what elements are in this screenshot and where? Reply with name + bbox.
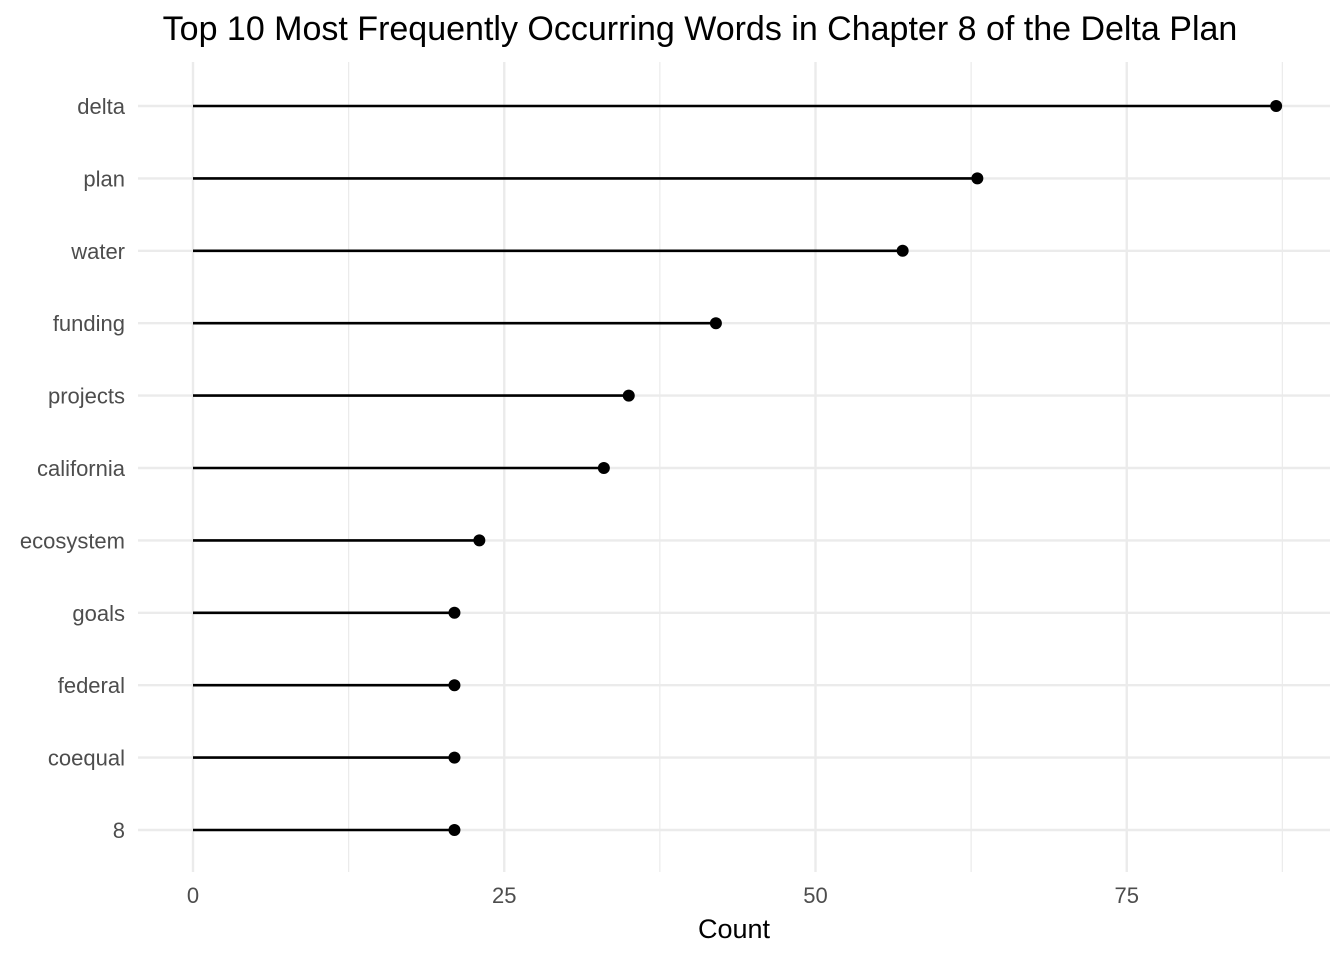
lollipop-point-projects — [622, 389, 635, 402]
x-tick-label: 75 — [1115, 883, 1139, 908]
y-axis-labels: delta plan water funding projects california e… — [20, 94, 126, 843]
x-tick-label: 50 — [803, 883, 827, 908]
category-label-goals: goals — [72, 601, 125, 626]
lollipop-point-water — [896, 244, 909, 257]
lollipop-point-coequal — [448, 751, 461, 764]
lollipop-point-plan — [971, 172, 984, 185]
lollipop-point-funding — [709, 317, 722, 330]
plot-marks — [193, 100, 1283, 836]
x-tick-label: 25 — [492, 883, 516, 908]
x-axis-ticks: 0 25 50 75 — [187, 883, 1139, 908]
x-axis-title: Count — [698, 914, 771, 944]
lollipop-point-delta — [1270, 100, 1283, 112]
lollipop-point-ecosystem — [473, 534, 486, 547]
lollipop-point-california — [597, 462, 610, 474]
category-label-funding: funding — [53, 311, 125, 336]
category-label-california: california — [37, 456, 126, 481]
category-label-federal: federal — [58, 673, 125, 698]
category-label-projects: projects — [48, 384, 125, 409]
category-label-8: 8 — [113, 818, 125, 843]
category-label-coequal: coequal — [48, 746, 125, 771]
lollipop-point-goals — [448, 606, 461, 619]
lollipop-point-federal — [448, 679, 461, 692]
category-label-ecosystem: ecosystem — [20, 528, 125, 553]
category-label-delta: delta — [77, 94, 125, 119]
category-label-plan: plan — [83, 166, 125, 191]
x-tick-label: 0 — [187, 883, 199, 908]
lollipop-point-8 — [448, 824, 461, 836]
category-label-water: water — [70, 239, 125, 264]
chart-title: Top 10 Most Frequently Occurring Words i… — [163, 10, 1238, 48]
